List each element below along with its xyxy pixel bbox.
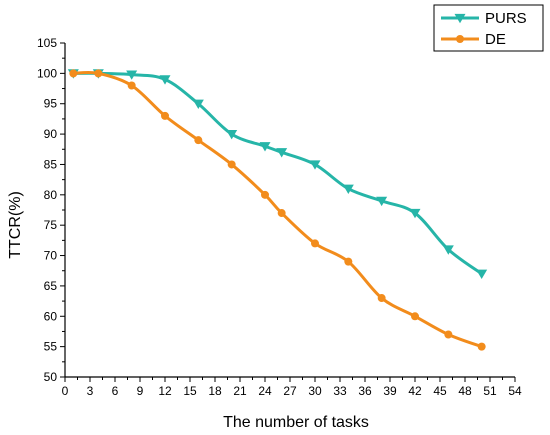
legend-marker	[454, 13, 466, 24]
data-point-de	[311, 239, 319, 248]
data-point-purs	[476, 269, 488, 279]
y-tick-label: 85	[44, 157, 58, 171]
x-tick-label: 27	[283, 384, 297, 398]
data-point-de	[411, 312, 419, 321]
x-tick-label: 42	[408, 384, 422, 398]
axes: 0 3 6 9 12 15 18 21 24 27 30 33 36 39 42 45 48 51 54505560…	[37, 36, 522, 398]
x-tick-label: 45	[433, 384, 447, 398]
x-tick-label: 9	[137, 384, 144, 398]
legend-item-purs: PURS	[441, 10, 527, 27]
x-tick-label: 39	[383, 384, 397, 398]
data-point-purs	[309, 160, 321, 170]
legend-box	[433, 4, 544, 52]
data-point-purs	[259, 142, 271, 152]
data-point-purs	[126, 70, 138, 80]
data-point-purs	[192, 99, 204, 109]
y-tick-label: 80	[44, 188, 58, 202]
data-point-de	[161, 111, 169, 120]
x-tick-label: 12	[158, 384, 172, 398]
y-tick-label: 65	[44, 279, 58, 293]
series-layer	[67, 69, 488, 351]
legend-label: DE	[485, 31, 506, 48]
x-axis-title: The number of tasks	[223, 414, 369, 431]
y-tick-label: 50	[44, 370, 58, 384]
series-line-purs	[73, 71, 483, 275]
data-point-de	[377, 294, 386, 303]
legend-item-de: DE	[441, 31, 506, 48]
data-point-purs	[159, 75, 171, 85]
data-point-de	[94, 69, 103, 78]
data-point-de	[444, 330, 453, 339]
legend-marker	[456, 35, 464, 43]
x-tick-label: 36	[358, 384, 372, 398]
y-tick-label: 90	[44, 127, 58, 141]
data-point-purs	[409, 208, 421, 219]
x-tick-label: 51	[483, 384, 497, 398]
y-axis-title: TTCR(%)	[7, 191, 24, 259]
data-point-purs	[442, 245, 454, 255]
y-tick-label: 100	[37, 66, 57, 80]
series-de	[69, 69, 486, 351]
y-tick-label: 95	[44, 97, 58, 111]
data-point-de	[69, 69, 78, 78]
data-point-de	[194, 136, 203, 145]
x-tick-label: 54	[508, 384, 522, 398]
data-point-purs	[342, 184, 354, 194]
y-tick-label: 70	[44, 249, 58, 263]
data-point-de	[277, 209, 286, 218]
x-tick-label: 0	[62, 384, 69, 398]
x-tick-label: 30	[308, 384, 322, 398]
data-point-de	[261, 190, 269, 199]
data-point-purs	[276, 148, 288, 158]
x-tick-label: 48	[458, 384, 472, 398]
x-tick-label: 18	[208, 384, 222, 398]
x-tick-label: 33	[333, 384, 347, 398]
y-tick-label: 105	[37, 36, 57, 50]
series-purs	[67, 69, 488, 279]
legend-label: PURS	[485, 10, 527, 27]
y-tick-label: 60	[44, 309, 58, 323]
data-point-de	[477, 342, 486, 351]
legend: PURS DE	[433, 4, 544, 52]
data-point-de	[127, 81, 136, 90]
data-point-de	[344, 257, 353, 266]
y-tick-label: 55	[44, 340, 58, 354]
x-tick-label: 6	[112, 384, 119, 398]
data-point-de	[227, 160, 236, 169]
y-tick-label: 75	[44, 218, 58, 232]
x-tick-label: 21	[233, 384, 247, 398]
data-point-purs	[376, 196, 388, 207]
x-tick-label: 3	[87, 384, 94, 398]
data-point-purs	[226, 129, 238, 140]
x-tick-label: 15	[183, 384, 197, 398]
series-line-de	[73, 70, 483, 349]
x-tick-label: 24	[258, 384, 272, 398]
